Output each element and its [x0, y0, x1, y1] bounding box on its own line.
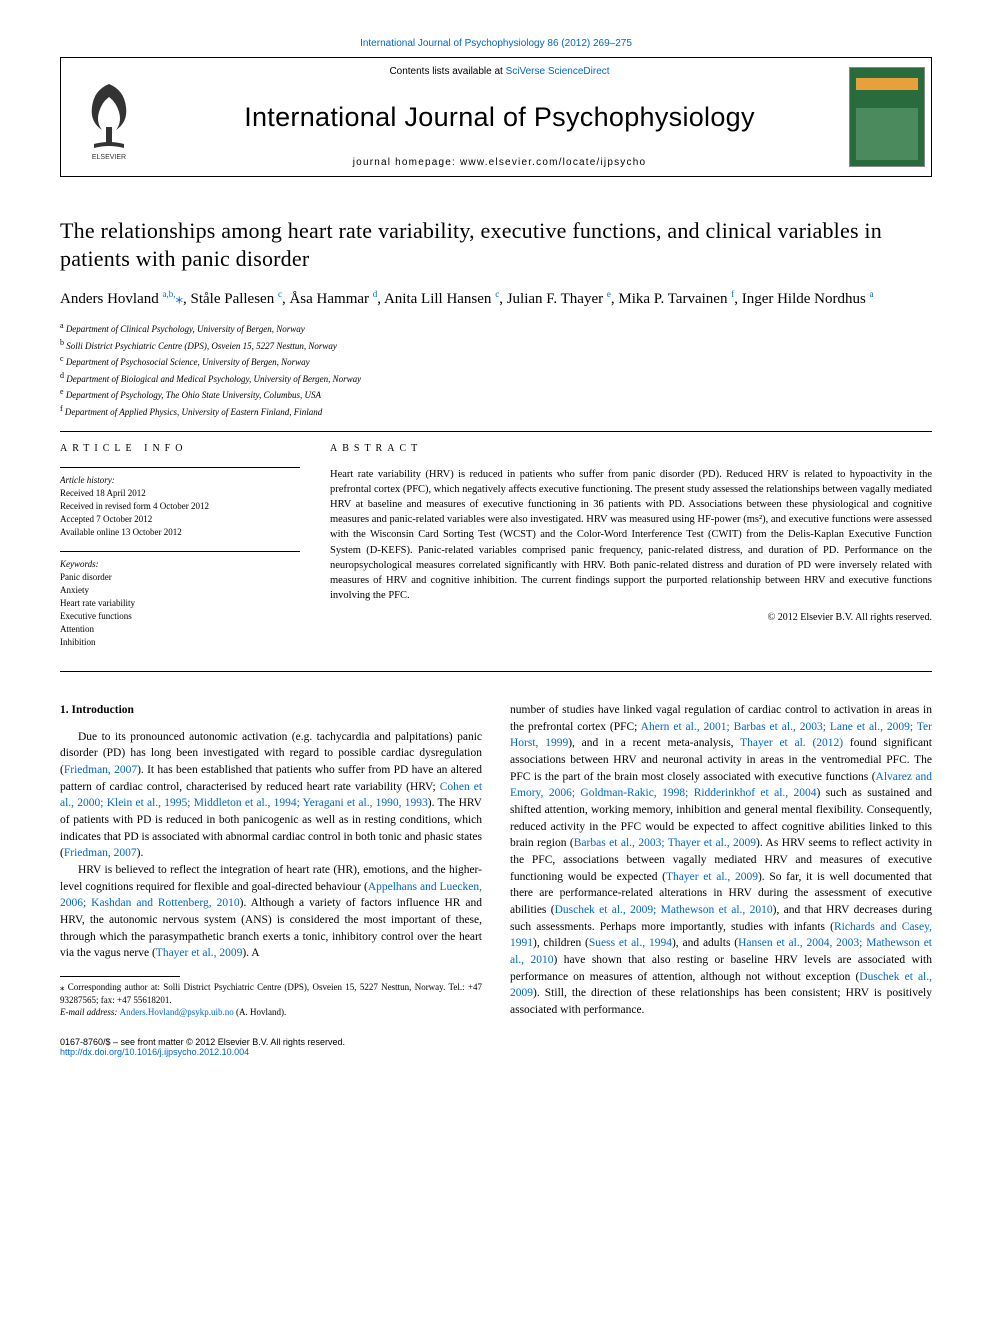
history-line: Available online 13 October 2012 [60, 526, 300, 539]
email-link[interactable]: Anders.Hovland@psykp.uib.no [120, 1007, 234, 1017]
corresponding-author-footnote: ⁎ Corresponding author at: Solli Distric… [60, 981, 482, 1006]
body-paragraph: number of studies have linked vagal regu… [510, 702, 932, 1019]
contents-prefix: Contents lists available at [389, 66, 505, 77]
email-suffix: (A. Hovland). [234, 1007, 287, 1017]
keyword-line: Executive functions [60, 610, 300, 623]
affiliation-line: f Department of Applied Physics, Univers… [60, 403, 932, 420]
abstract-column: ABSTRACT Heart rate variability (HRV) is… [330, 442, 932, 661]
contents-lists-line: Contents lists available at SciVerse Sci… [389, 66, 609, 77]
journal-citation-header[interactable]: International Journal of Psychophysiolog… [60, 38, 932, 49]
header-center: Contents lists available at SciVerse Sci… [156, 58, 843, 176]
keyword-line: Attention [60, 623, 300, 636]
journal-header-box: ELSEVIER Contents lists available at Sci… [60, 57, 932, 177]
article-info-heading: ARTICLE INFO [60, 442, 300, 457]
keyword-line: Panic disorder [60, 571, 300, 584]
section-heading-intro: 1. Introduction [60, 702, 482, 719]
article-history-label: Article history: [60, 474, 300, 487]
divider [60, 431, 932, 432]
journal-title: International Journal of Psychophysiolog… [244, 102, 755, 133]
email-label: E-mail address: [60, 1007, 120, 1017]
elsevier-logo: ELSEVIER [61, 58, 156, 176]
footer-left: 0167-8760/$ – see front matter © 2012 El… [60, 1037, 345, 1057]
doi-link[interactable]: http://dx.doi.org/10.1016/j.ijpsycho.201… [60, 1047, 345, 1057]
abstract-copyright: © 2012 Elsevier B.V. All rights reserved… [330, 611, 932, 626]
affiliations-list: a Department of Clinical Psychology, Uni… [60, 320, 932, 419]
journal-cover-thumbnail [843, 58, 931, 176]
abstract-text: Heart rate variability (HRV) is reduced … [330, 467, 932, 604]
divider [60, 671, 932, 672]
keyword-line: Heart rate variability [60, 597, 300, 610]
cover-image [849, 67, 925, 167]
homepage-prefix: journal homepage: [353, 157, 460, 168]
article-title: The relationships among heart rate varia… [60, 217, 932, 272]
elsevier-tree-icon: ELSEVIER [74, 72, 144, 162]
article-history-block: Article history: Received 18 April 2012R… [60, 467, 300, 539]
affiliation-line: d Department of Biological and Medical P… [60, 370, 932, 387]
history-line: Received in revised form 4 October 2012 [60, 500, 300, 513]
affiliation-line: e Department of Psychology, The Ohio Sta… [60, 386, 932, 403]
keywords-block: Keywords: Panic disorderAnxietyHeart rat… [60, 551, 300, 649]
article-info-column: ARTICLE INFO Article history: Received 1… [60, 442, 300, 661]
page-footer-bar: 0167-8760/$ – see front matter © 2012 El… [60, 1037, 932, 1057]
svg-text:ELSEVIER: ELSEVIER [91, 154, 125, 161]
authors-list: Anders Hovland a,b,⁎, Ståle Pallesen c, … [60, 288, 932, 310]
history-line: Received 18 April 2012 [60, 487, 300, 500]
affiliation-line: c Department of Psychosocial Science, Un… [60, 353, 932, 370]
email-footnote: E-mail address: Anders.Hovland@psykp.uib… [60, 1006, 482, 1019]
footnote-divider [60, 976, 180, 977]
sciverse-link[interactable]: SciVerse ScienceDirect [506, 66, 610, 77]
body-two-column: 1. Introduction Due to its pronounced au… [60, 702, 932, 1019]
affiliation-line: a Department of Clinical Psychology, Uni… [60, 320, 932, 337]
body-paragraph: HRV is believed to reflect the integrati… [60, 862, 482, 962]
keyword-line: Inhibition [60, 636, 300, 649]
body-paragraph: Due to its pronounced autonomic activati… [60, 729, 482, 862]
keywords-label: Keywords: [60, 558, 300, 571]
keyword-line: Anxiety [60, 584, 300, 597]
front-matter-line: 0167-8760/$ – see front matter © 2012 El… [60, 1037, 345, 1047]
journal-homepage-line: journal homepage: www.elsevier.com/locat… [353, 157, 646, 168]
history-line: Accepted 7 October 2012 [60, 513, 300, 526]
homepage-url[interactable]: www.elsevier.com/locate/ijpsycho [460, 157, 646, 168]
abstract-heading: ABSTRACT [330, 442, 932, 457]
affiliation-line: b Solli District Psychiatric Centre (DPS… [60, 337, 932, 354]
